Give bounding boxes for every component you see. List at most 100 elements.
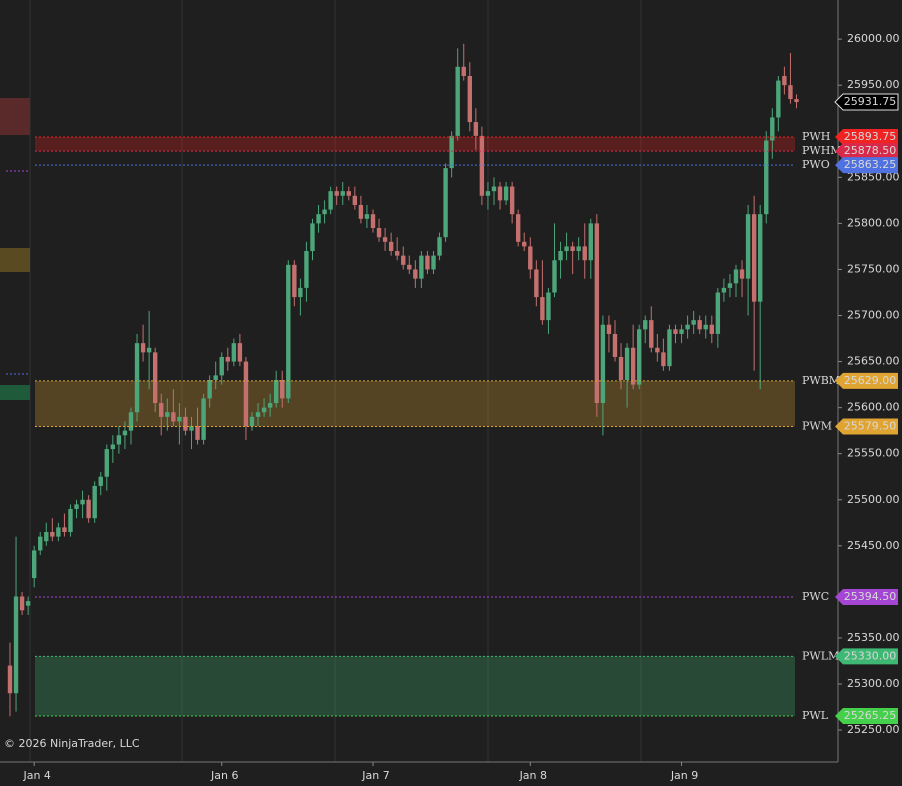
candle-body (122, 430, 128, 436)
candle-body (407, 264, 412, 270)
candle-body (68, 508, 73, 532)
current-price-tag (834, 93, 899, 111)
candle-body (636, 329, 642, 385)
candle-body (546, 292, 551, 321)
candles (7, 43, 799, 717)
candle-body (237, 343, 243, 362)
candle-body (624, 347, 630, 380)
x-tick-label: Jan 7 (361, 769, 389, 782)
candle-body (213, 375, 218, 380)
candle-body (437, 237, 442, 256)
level-value-label: 25629.00 (844, 374, 897, 387)
x-tick-label: Jan 9 (670, 769, 698, 782)
candle-body (38, 536, 43, 551)
candle-body (788, 85, 793, 100)
candle-body (515, 214, 521, 242)
level-tag (835, 157, 898, 174)
candle-body (50, 532, 55, 537)
x-tick-label: Jan 8 (519, 769, 547, 782)
candle-body (612, 333, 618, 357)
candle-body (618, 356, 624, 380)
candle-body (503, 186, 509, 201)
candle-body (273, 380, 279, 404)
level-value-label: 25265.25 (844, 709, 897, 722)
candle-body (231, 343, 237, 362)
level-name: PWH (802, 130, 830, 143)
candle-body (140, 343, 146, 353)
candle-body (62, 527, 67, 532)
candle-body (461, 66, 466, 76)
candle-body (152, 352, 158, 404)
level-value-label: 25863.25 (844, 158, 897, 171)
level-value-label: 25394.50 (844, 590, 897, 603)
candle-body (491, 186, 497, 192)
candle-body (467, 76, 472, 123)
level-zone (35, 137, 795, 152)
candle-body (509, 186, 515, 215)
y-tick-label: 25650.00 (847, 355, 900, 368)
candle-body (243, 361, 249, 427)
prior-zone (0, 98, 30, 135)
y-tick-label: 25500.00 (847, 493, 900, 506)
candle-body (552, 260, 557, 293)
candle-body (267, 403, 273, 408)
candle-body (661, 352, 666, 367)
candle-body (570, 246, 575, 252)
candle-body (298, 287, 303, 298)
level-value-label: 25878.50 (844, 144, 897, 157)
candle-body (703, 324, 708, 330)
candle-body (522, 241, 527, 247)
candle-body (564, 246, 569, 252)
candle-body (328, 191, 333, 210)
candle-body (534, 269, 539, 298)
candle-body (606, 324, 612, 334)
candle-body (134, 343, 140, 413)
candle-body (394, 251, 400, 256)
candle-body (364, 214, 370, 219)
candle-body (159, 403, 164, 417)
candle-body (189, 426, 194, 431)
level-tag (835, 129, 898, 146)
candle-body (419, 255, 424, 279)
candle-body (739, 269, 745, 279)
candle-body (528, 246, 533, 270)
level-tag (835, 588, 898, 605)
current-price-label: 25931.75 (844, 95, 897, 108)
level-tag (835, 708, 898, 725)
candle-body (388, 241, 394, 252)
candle-body (667, 329, 672, 367)
candle-body (770, 117, 775, 141)
y-tick-label: 25450.00 (847, 539, 900, 552)
candle-body (582, 246, 587, 261)
level-tag (835, 648, 898, 665)
candle-body (13, 596, 19, 694)
x-tick-label: Jan 4 (22, 769, 50, 782)
candle-body (600, 324, 606, 404)
level-value-label: 25330.00 (844, 649, 897, 662)
candle-body (540, 297, 545, 321)
y-tick-label: 25950.00 (847, 78, 900, 91)
candle-body (92, 485, 97, 519)
candle-body (733, 269, 739, 284)
candle-body (479, 135, 485, 196)
y-tick-label: 25750.00 (847, 262, 900, 275)
candle-body (201, 398, 206, 440)
y-tick-label: 25550.00 (847, 447, 900, 460)
candle-body (497, 186, 503, 201)
level-name: PWLM (802, 649, 839, 662)
y-tick-label: 25600.00 (847, 401, 900, 414)
candle-body (310, 223, 315, 252)
level-name: PWC (802, 590, 829, 603)
candle-body (286, 264, 291, 399)
candle-body (370, 214, 376, 228)
level-tag (835, 418, 898, 435)
candle-body (630, 347, 636, 385)
y-tick-label: 25250.00 (847, 723, 900, 736)
candle-body (225, 356, 230, 362)
level-value-label: 25893.75 (844, 130, 897, 143)
candle-body (44, 532, 49, 542)
candle-body (177, 416, 182, 422)
candle-body (709, 324, 714, 334)
candle-body (292, 264, 297, 298)
candle-body (576, 246, 581, 252)
